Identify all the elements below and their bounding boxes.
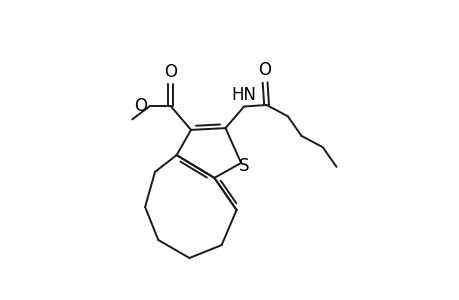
Text: O: O — [258, 61, 271, 79]
Text: HN: HN — [231, 85, 256, 103]
Text: O: O — [134, 97, 147, 115]
Text: S: S — [238, 157, 249, 175]
Text: O: O — [164, 63, 177, 81]
